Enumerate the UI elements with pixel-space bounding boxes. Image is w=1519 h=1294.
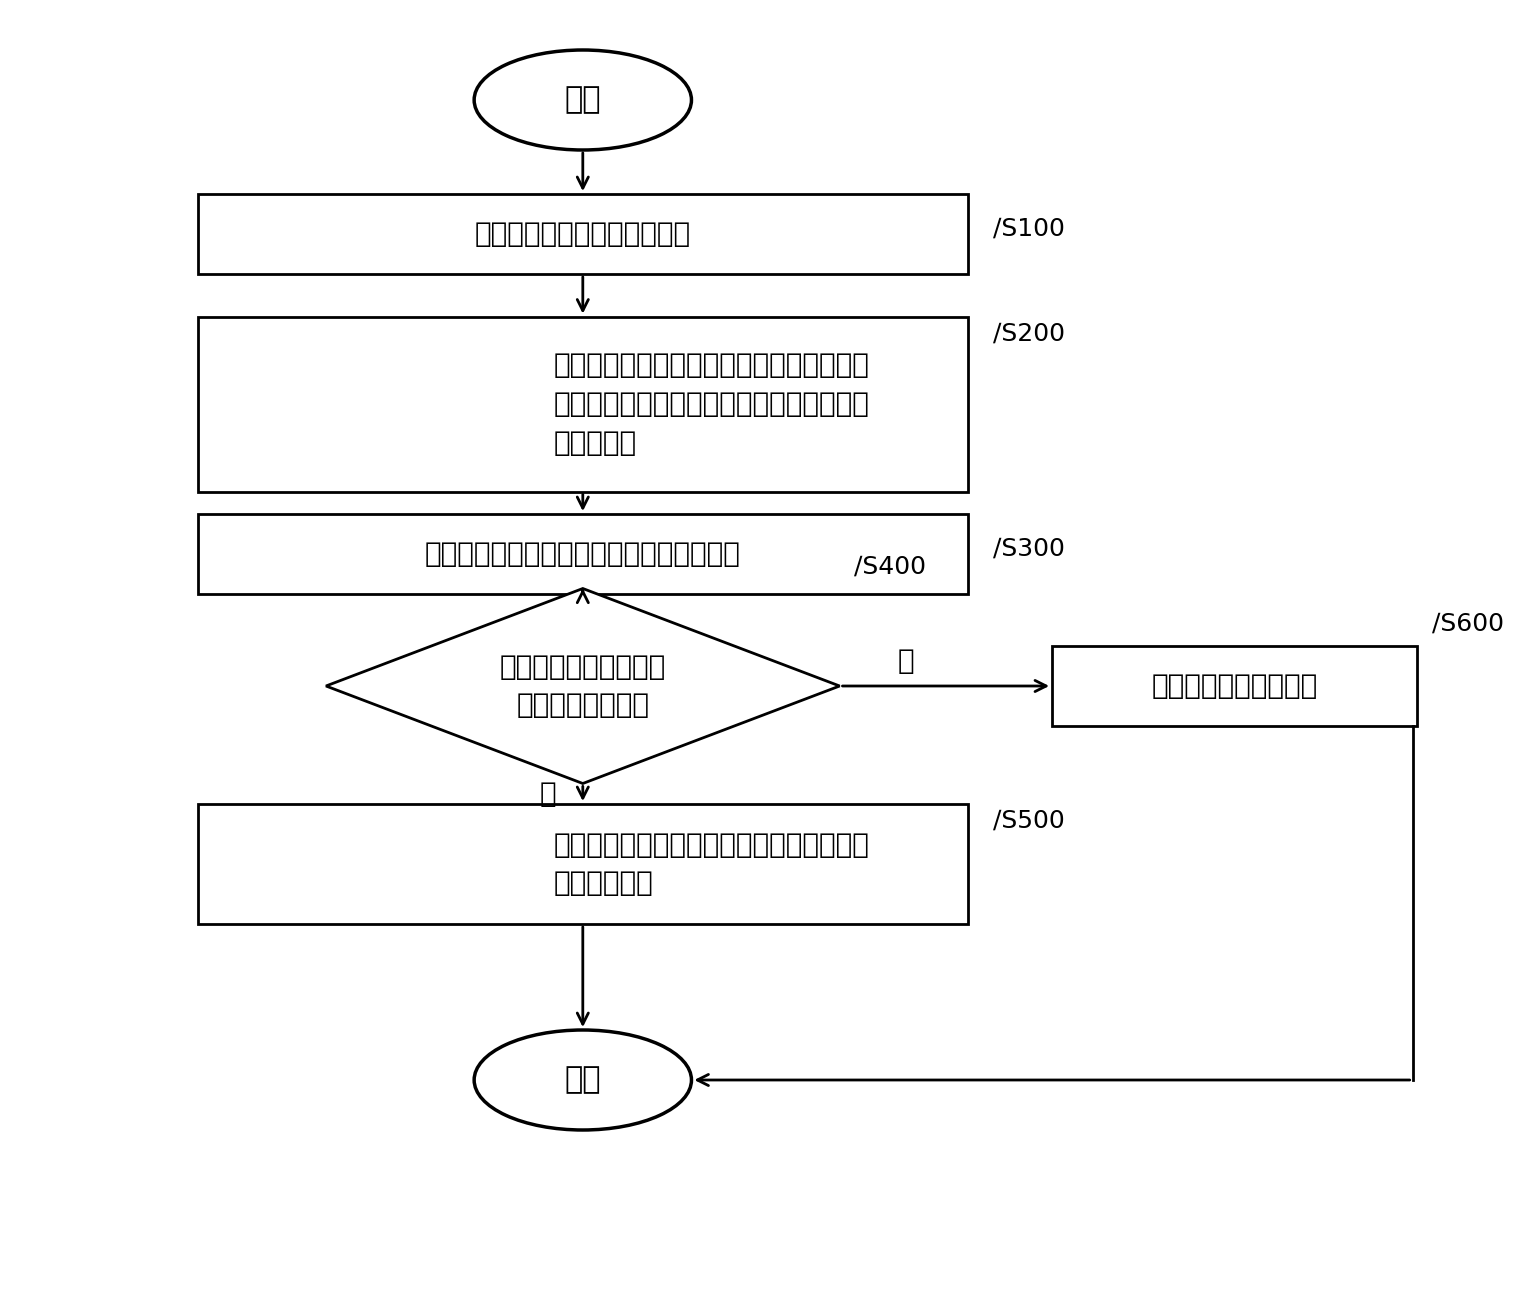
Text: ∕S200: ∕S200 [993,321,1065,345]
Text: 获取车辆所在位置的环境信息: 获取车辆所在位置的环境信息 [475,220,691,248]
Bar [1053,646,1417,726]
Text: ∕S500: ∕S500 [993,809,1065,833]
Ellipse shape [474,1030,691,1130]
Text: 判断所述时间间隔是否
大于预设时间阙値: 判断所述时间间隔是否 大于预设时间阙値 [500,652,665,719]
Polygon shape [327,589,840,783]
Text: ∕S300: ∕S300 [993,537,1065,562]
Text: ∕S100: ∕S100 [993,217,1065,241]
Bar [197,194,968,274]
Text: 控制喷水装置向车辆玻璃外表面喷水，然后
控制刷臂运动: 控制喷水装置向车辆玻璃外表面喷水，然后 控制刷臂运动 [553,831,869,898]
Text: ∕S400: ∕S400 [855,555,927,578]
Text: 开始: 开始 [565,85,602,114]
Text: 否: 否 [898,647,914,675]
Text: 响应于雨刷系统的启动指令，确定所述雨刷
系统的本次启动时刻与上一次启动时刻之间
的时间间隔: 响应于雨刷系统的启动指令，确定所述雨刷 系统的本次启动时刻与上一次启动时刻之间 … [553,351,869,457]
Bar [197,514,968,594]
Text: 直接控制所述刷臂运动: 直接控制所述刷臂运动 [1151,672,1318,700]
Text: 根据所述环境信息确定对应的预设时间阙値: 根据所述环境信息确定对应的预设时间阙値 [425,540,741,568]
Bar [197,317,968,492]
Ellipse shape [474,50,691,150]
Bar [197,804,968,924]
Text: ∕S600: ∕S600 [1432,612,1504,635]
Text: 是: 是 [539,780,556,807]
Text: 结束: 结束 [565,1065,602,1095]
